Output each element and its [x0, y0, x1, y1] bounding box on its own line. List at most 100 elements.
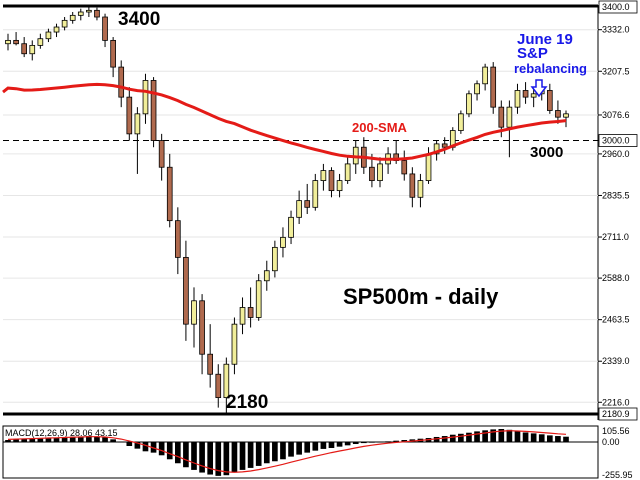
candle-body-up	[134, 113, 141, 135]
candle-body-down	[441, 143, 448, 148]
macd-bar	[53, 437, 60, 443]
macd-bar	[183, 442, 189, 468]
candle-body-up	[239, 307, 246, 325]
candle-body-up	[142, 80, 149, 115]
candle-body-down	[498, 106, 505, 128]
candle-body-up	[223, 363, 230, 399]
candle	[29, 40, 36, 61]
annotation-3000: 3000	[530, 144, 563, 161]
candle-body-up	[29, 44, 36, 55]
y-tick-labels: 3400.0 3332.0 3207.5 3076.6 3000.0 2960.0 2835…	[598, 0, 638, 421]
macd-bar	[69, 436, 76, 443]
candle-body-down	[247, 307, 254, 318]
y-tick-label: 2711.0	[602, 232, 629, 242]
candle	[563, 110, 569, 128]
macd-bar	[360, 442, 367, 444]
candle-body-up	[530, 93, 537, 98]
y-tick-label: 3400.0	[602, 2, 630, 12]
annotation-2180: 2180	[226, 392, 268, 413]
macd-bar	[522, 432, 529, 443]
candle-body-down	[21, 43, 27, 55]
macd-bar	[29, 438, 36, 443]
macd-bar	[369, 442, 375, 443]
candle	[94, 7, 100, 21]
macd-bar	[312, 442, 319, 451]
candle-body-up	[69, 14, 76, 21]
macd-bar	[466, 432, 472, 443]
macd-bar	[223, 442, 230, 476]
macd-bar	[555, 436, 561, 443]
macd-bar	[110, 439, 116, 443]
candle	[53, 23, 60, 38]
chart-title: SP500m - daily	[343, 284, 499, 309]
macd-bar	[215, 442, 222, 476]
macd-bar	[377, 442, 383, 443]
candle-body-down	[547, 90, 553, 111]
candle-body-down	[207, 353, 214, 375]
callout-sp: S&P	[517, 45, 548, 62]
candle	[328, 167, 335, 198]
macd-bar	[296, 442, 302, 455]
candle	[77, 8, 84, 21]
candle-body-up	[474, 83, 480, 95]
candle-body-down	[110, 39, 116, 68]
macd-bar	[207, 442, 214, 475]
macd-bar	[13, 439, 19, 443]
candle-body-up	[77, 11, 84, 16]
candle-body-up	[272, 246, 278, 272]
candle-body-up	[377, 163, 383, 182]
macd-bar	[490, 429, 497, 443]
candle	[191, 287, 197, 348]
candle-body-up	[5, 39, 11, 45]
macd-bar	[352, 442, 359, 445]
candle	[490, 62, 497, 114]
candle	[183, 240, 189, 341]
candle	[239, 297, 246, 335]
candle	[409, 167, 416, 208]
macd-bar	[546, 435, 553, 443]
candle-body-up	[86, 9, 92, 13]
candle	[118, 60, 125, 108]
candle-body-up	[563, 113, 569, 118]
callout-arrow-icon	[530, 79, 548, 98]
candle-body-down	[522, 90, 529, 98]
candle	[158, 133, 165, 181]
candle-body-down	[409, 173, 416, 198]
y-tick-label: 2339.0	[602, 356, 630, 366]
candle-body-up	[506, 106, 513, 128]
macd-bar	[45, 438, 52, 443]
candle-body-up	[466, 93, 472, 115]
macd-bar	[304, 442, 311, 453]
candle-body-down	[94, 9, 100, 18]
candle	[336, 173, 343, 198]
sma-label: 200-SMA	[352, 120, 408, 135]
y-tick-label: 3332.0	[602, 25, 630, 35]
candle	[142, 73, 149, 124]
candle-body-up	[458, 113, 464, 131]
candle	[215, 364, 222, 408]
candle-body-up	[417, 180, 424, 198]
candle-body-down	[369, 166, 375, 182]
candle-body-up	[53, 26, 60, 33]
macd-bar	[5, 440, 11, 443]
candle-body-down	[150, 80, 157, 141]
macd-bar	[344, 442, 351, 446]
candle	[514, 83, 521, 114]
y-tick-label: 3000.0	[602, 136, 630, 146]
candle-body-up	[296, 200, 302, 218]
candle-body-down	[328, 170, 335, 192]
candle-body-up	[280, 236, 286, 248]
y-tick-box	[598, 0, 638, 14]
candle	[458, 110, 464, 134]
y-tick-label: 2588.0	[602, 273, 630, 283]
candle	[110, 37, 116, 78]
candle-body-down	[304, 200, 311, 208]
macd-bar	[320, 442, 327, 449]
macd-bar	[118, 442, 125, 443]
candle	[13, 32, 19, 46]
macd-tick-labels: 105.560.00 -255.95	[602, 426, 633, 480]
macd-bar	[514, 431, 521, 443]
candle	[474, 80, 480, 101]
candle-body-down	[215, 373, 222, 399]
